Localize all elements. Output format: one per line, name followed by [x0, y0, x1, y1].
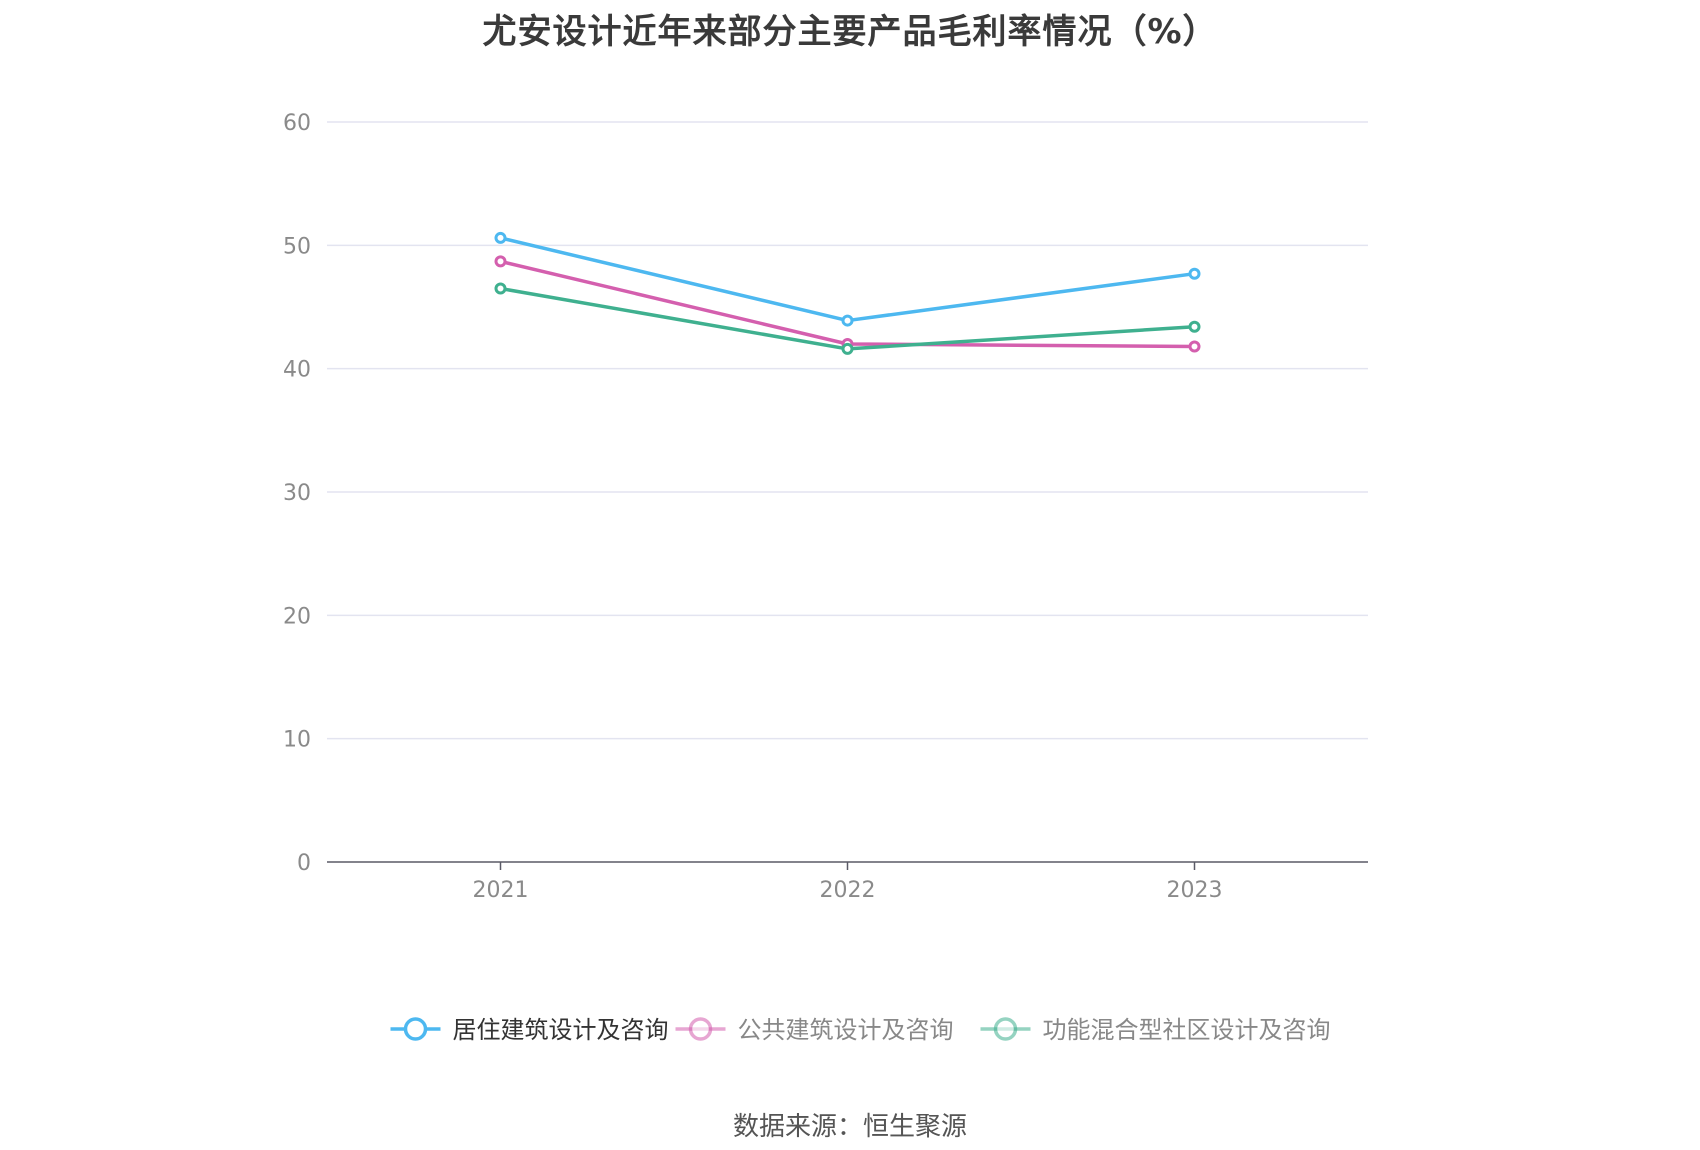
y-tick-label: 60: [283, 111, 311, 136]
data-point[interactable]: [1188, 267, 1201, 280]
axes: 0 10 20 30 40 50 60 2021 2022 2023: [283, 111, 1368, 903]
legend-item[interactable]: 居住建筑设计及咨询: [390, 1016, 669, 1044]
legend-label: 公共建筑设计及咨询: [738, 1016, 954, 1044]
y-tick-label: 50: [283, 234, 311, 259]
x-tick-label: 2023: [1167, 878, 1223, 903]
legend-item[interactable]: 功能混合型社区设计及咨询: [980, 1016, 1331, 1044]
y-tick-label: 30: [283, 481, 311, 506]
x-tick-label: 2022: [820, 878, 876, 903]
legend-circle-icon: [688, 1017, 713, 1041]
y-tick-label: 0: [297, 851, 311, 876]
data-point[interactable]: [1188, 340, 1201, 353]
data-point[interactable]: [494, 282, 507, 295]
data-point[interactable]: [841, 314, 854, 327]
legend-circle-icon: [993, 1017, 1018, 1041]
y-tick-label: 10: [283, 728, 311, 753]
data-point[interactable]: [1188, 320, 1201, 333]
legend-label: 功能混合型社区设计及咨询: [1043, 1016, 1331, 1044]
series-lines: [494, 231, 1201, 355]
grid-lines: [327, 121, 1368, 740]
legend[interactable]: 居住建筑设计及咨询 公共建筑设计及咨询 功能混合型社区设计及咨询: [390, 1016, 1331, 1044]
y-tick-label: 40: [283, 358, 311, 383]
y-tick-label: 20: [283, 604, 311, 629]
data-point[interactable]: [494, 255, 507, 268]
chart-title: 尤安设计近年来部分主要产品毛利率情况（%）: [482, 12, 1218, 52]
legend-label: 居住建筑设计及咨询: [453, 1016, 669, 1044]
x-tick-label: 2021: [473, 878, 529, 903]
data-point[interactable]: [841, 342, 854, 355]
source-note: 数据来源：恒生聚源: [732, 1112, 967, 1142]
legend-item[interactable]: 公共建筑设计及咨询: [675, 1016, 954, 1044]
legend-circle-icon: [403, 1017, 428, 1041]
data-point[interactable]: [494, 231, 507, 244]
